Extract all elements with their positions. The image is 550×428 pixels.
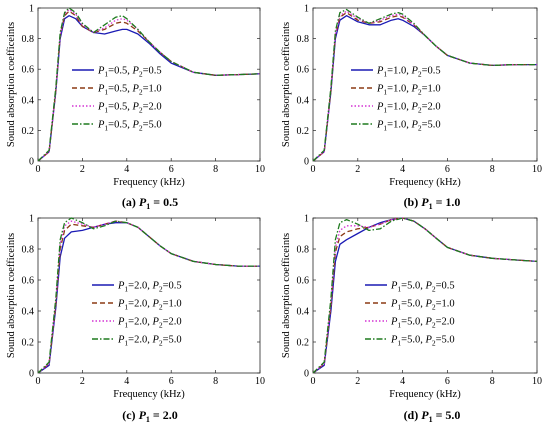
y-tick-label: 1 — [304, 214, 309, 225]
x-tick-label: 10 — [255, 164, 265, 175]
plot-area — [312, 217, 538, 374]
x-tick-label: 0 — [311, 164, 316, 175]
x-tick-label: 0 — [311, 376, 316, 387]
y-tick-label: 0.6 — [297, 65, 310, 76]
y-tick-label: 0 — [29, 369, 34, 380]
y-tick-label: 0.8 — [297, 34, 310, 45]
y-tick-label: 0.6 — [22, 65, 35, 76]
legend-entry: P1=2.0, P2=0.5 — [117, 281, 182, 294]
y-tick-label: 1 — [29, 214, 34, 225]
plot-area — [312, 7, 538, 162]
x-tick-label: 2 — [355, 164, 360, 175]
x-tick-label: 10 — [532, 376, 542, 387]
x-tick-label: 4 — [400, 164, 405, 175]
chart-panel-0: 0 2 4 6 8 10 0 0.2 0.4 0.6 0.8 1 Frequency (kHz) Soun… — [6, 4, 265, 212]
x-tick-label: 4 — [124, 376, 129, 387]
legend-entry: P1=1.0, P2=2.0 — [376, 102, 441, 115]
legend-entry: P1=2.0, P2=2.0 — [117, 317, 182, 330]
x-tick-label: 2 — [80, 164, 85, 175]
x-axis-label: Frequency (kHz) — [113, 389, 185, 400]
y-axis-label: Sound absorption coefficeints — [6, 233, 17, 358]
series-line-p2-5-0 — [312, 8, 537, 162]
legend: P1=0.5, P2=0.5 P1=0.5, P2=1.0 P1=0.5, P2=2… — [72, 66, 162, 133]
y-tick-label: 0.4 — [297, 307, 310, 318]
panel-caption: (b) P1 = 1.0 — [404, 195, 461, 211]
y-tick-label: 0.6 — [297, 276, 310, 287]
x-tick-label: 4 — [400, 376, 405, 387]
chart-panel-2: 0 2 4 6 8 10 0 0.2 0.4 0.6 0.8 1 Frequency (kHz) Soun… — [6, 214, 265, 425]
legend: P1=2.0, P2=0.5 P1=2.0, P2=1.0 P1=2.0, P2=2… — [92, 281, 182, 348]
legend-entry: P1=1.0, P2=1.0 — [376, 84, 441, 97]
y-tick-label: 0.8 — [22, 34, 35, 45]
y-axis-label: Sound absorption coefficeints — [6, 22, 17, 147]
legend-entry: P1=1.0, P2=5.0 — [376, 120, 441, 133]
series-line-p2-2-0 — [312, 217, 538, 374]
legend-entry: P1=5.0, P2=1.0 — [390, 299, 455, 312]
x-tick-label: 10 — [255, 376, 265, 387]
legend-entry: P1=2.0, P2=5.0 — [117, 335, 182, 348]
x-axis-label: Frequency (kHz) — [113, 177, 185, 188]
x-tick-label: 6 — [169, 376, 174, 387]
x-tick-label: 6 — [445, 376, 450, 387]
panel-caption: (a) P1 = 0.5 — [122, 195, 178, 211]
y-tick-label: 1 — [29, 4, 34, 15]
series-line-p2-5-0 — [37, 7, 261, 162]
y-tick-label: 0.4 — [22, 95, 35, 106]
y-tick-label: 0.2 — [297, 338, 310, 349]
y-tick-label: 1 — [304, 4, 309, 15]
y-axis-label: Sound absorption coefficeints — [281, 22, 292, 147]
legend-entry: P1=0.5, P2=2.0 — [97, 102, 162, 115]
legend-entry: P1=5.0, P2=5.0 — [390, 335, 455, 348]
series-line-p2-1-0 — [37, 10, 261, 162]
chart-panel-1: 0 2 4 6 8 10 0 0.2 0.4 0.6 0.8 1 Frequency (kHz) Soun… — [281, 4, 542, 212]
y-tick-label: 0.2 — [22, 126, 35, 137]
legend-entry: P1=0.5, P2=0.5 — [97, 66, 162, 79]
chart-panel-3: 0 2 4 6 8 10 0 0.2 0.4 0.6 0.8 1 Frequency (kHz) Soun… — [281, 214, 542, 425]
y-tick-label: 0.2 — [22, 338, 35, 349]
series-line-p2-5-0 — [37, 217, 260, 374]
legend-entry: P1=2.0, P2=1.0 — [117, 299, 182, 312]
x-tick-label: 2 — [355, 376, 360, 387]
y-tick-label: 0 — [29, 157, 34, 168]
x-tick-label: 6 — [445, 164, 450, 175]
x-tick-label: 4 — [124, 164, 129, 175]
x-tick-label: 8 — [213, 164, 218, 175]
x-tick-label: 8 — [490, 376, 495, 387]
y-tick-label: 0.6 — [22, 276, 35, 287]
x-tick-label: 10 — [532, 164, 542, 175]
x-axis-label: Frequency (kHz) — [389, 177, 461, 188]
x-tick-label: 6 — [169, 164, 174, 175]
y-tick-label: 0 — [304, 369, 309, 380]
panel-caption: (d) P1 = 5.0 — [404, 408, 461, 424]
legend-entry: P1=5.0, P2=2.0 — [390, 317, 455, 330]
y-tick-label: 0 — [304, 157, 309, 168]
plot-area — [37, 217, 261, 374]
x-axis-label: Frequency (kHz) — [389, 389, 461, 400]
y-tick-label: 0.8 — [297, 245, 310, 256]
legend-entry: P1=0.5, P2=1.0 — [97, 84, 162, 97]
y-tick-label: 0.8 — [22, 245, 35, 256]
legend: P1=1.0, P2=0.5 P1=1.0, P2=1.0 P1=1.0, P2=2… — [351, 66, 441, 133]
x-tick-label: 8 — [213, 376, 218, 387]
x-tick-label: 8 — [490, 164, 495, 175]
series-line-p2-5-0 — [312, 217, 538, 374]
panel-caption: (c) P1 = 2.0 — [122, 408, 178, 424]
legend-entry: P1=0.5, P2=5.0 — [97, 120, 162, 133]
legend-entry: P1=1.0, P2=0.5 — [376, 66, 441, 79]
y-tick-label: 0.4 — [22, 307, 35, 318]
legend: P1=5.0, P2=0.5 P1=5.0, P2=1.0 P1=5.0, P2=2… — [365, 281, 455, 348]
plot-area — [37, 7, 261, 162]
x-tick-label: 0 — [36, 164, 41, 175]
x-tick-label: 0 — [36, 376, 41, 387]
y-tick-label: 0.2 — [297, 126, 310, 137]
y-tick-label: 0.4 — [297, 95, 310, 106]
legend-entry: P1=5.0, P2=0.5 — [390, 281, 455, 294]
x-tick-label: 2 — [80, 376, 85, 387]
y-axis-label: Sound absorption coefficeints — [281, 233, 292, 358]
